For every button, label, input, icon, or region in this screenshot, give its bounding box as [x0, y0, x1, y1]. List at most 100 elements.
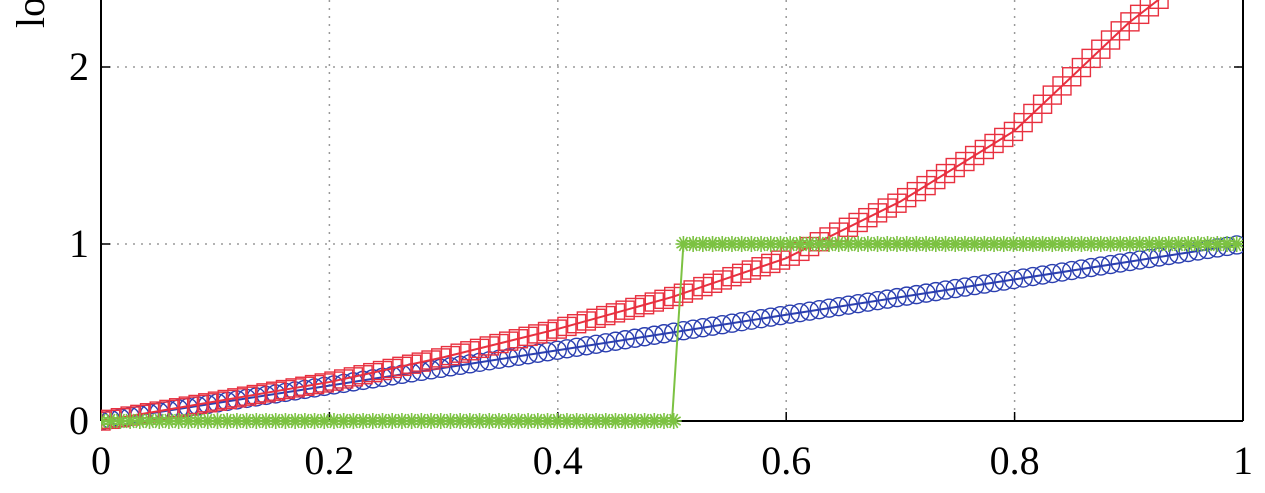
data-point	[207, 391, 228, 411]
data-point	[751, 308, 771, 329]
data-point	[626, 413, 643, 429]
data-point	[858, 207, 878, 228]
data-point	[790, 302, 810, 323]
data-point	[256, 383, 276, 403]
data-point	[664, 322, 684, 342]
data-point	[644, 292, 664, 312]
data-point	[131, 413, 148, 429]
data-point	[469, 352, 490, 373]
data-point	[568, 413, 585, 429]
data-point	[829, 296, 849, 317]
data-point	[654, 324, 674, 344]
data-point	[363, 362, 383, 383]
data-point	[566, 314, 587, 334]
data-point	[966, 236, 983, 252]
data-point	[498, 348, 519, 368]
data-point	[770, 305, 791, 326]
data-point	[664, 286, 684, 307]
data-point	[537, 342, 558, 362]
data-point	[479, 336, 499, 356]
x-tick-label: 0.4	[533, 438, 583, 483]
data-point	[867, 203, 888, 223]
data-point	[791, 236, 808, 252]
data-point	[1149, 0, 1169, 9]
data-point	[984, 133, 1004, 154]
data-point	[209, 413, 226, 429]
data-point	[714, 236, 731, 252]
data-point	[586, 308, 606, 328]
data-point	[393, 413, 410, 429]
data-point	[374, 413, 391, 429]
data-point	[452, 413, 469, 429]
data-point	[558, 413, 575, 429]
data-point	[926, 281, 946, 302]
x-tick-label: 0.6	[761, 438, 811, 483]
data-point	[984, 272, 1004, 293]
data-point	[566, 337, 587, 357]
data-point	[442, 413, 459, 429]
data-point	[994, 271, 1014, 291]
data-point	[528, 343, 548, 363]
x-tick-label: 1	[1233, 438, 1253, 483]
data-point	[1180, 236, 1197, 252]
data-point	[656, 413, 673, 429]
data-point	[743, 236, 760, 252]
data-point	[693, 276, 713, 297]
data-point	[1110, 253, 1130, 273]
data-point	[597, 413, 614, 429]
data-point	[372, 360, 393, 381]
data-point	[306, 413, 323, 429]
data-point	[335, 413, 352, 429]
data-point	[809, 299, 830, 320]
data-point	[945, 157, 965, 178]
data-point	[576, 311, 597, 331]
data-point	[364, 413, 381, 429]
y-tick-label: 1	[69, 221, 89, 266]
data-point	[199, 413, 216, 429]
data-point	[838, 295, 859, 315]
data-point	[324, 371, 344, 391]
data-point	[1129, 4, 1150, 25]
data-point	[227, 388, 247, 408]
data-point	[908, 236, 925, 252]
data-point	[646, 413, 663, 429]
data-point	[956, 236, 973, 252]
data-point	[382, 358, 402, 379]
data-point	[1052, 262, 1072, 282]
data-point	[267, 413, 284, 429]
data-point	[1219, 236, 1236, 252]
data-point	[520, 413, 537, 429]
data-point	[1120, 251, 1140, 272]
data-point	[1023, 266, 1043, 287]
data-point	[489, 349, 509, 370]
data-point	[236, 386, 257, 406]
data-point	[916, 175, 936, 196]
data-point	[304, 374, 325, 395]
data-point	[518, 326, 538, 347]
data-point	[1024, 236, 1041, 252]
data-point	[741, 260, 762, 280]
data-point	[634, 295, 655, 315]
x-tick-label: 0.8	[990, 438, 1040, 483]
y-tick-label: 0	[69, 398, 89, 443]
data-point	[549, 413, 566, 429]
series-line	[101, 0, 1160, 422]
series-line	[101, 243, 1243, 422]
data-point	[141, 413, 158, 429]
data-point	[937, 236, 954, 252]
data-point	[702, 273, 723, 293]
data-point	[500, 413, 517, 429]
data-point	[481, 413, 498, 429]
data-point	[673, 283, 694, 303]
data-point	[122, 413, 139, 429]
x-tick-label: 0.2	[304, 438, 354, 483]
data-point	[471, 413, 488, 429]
data-point	[947, 236, 964, 252]
data-point	[1044, 236, 1061, 252]
data-point	[731, 312, 752, 332]
data-point	[151, 413, 168, 429]
tick-labels: 0 0.2 0.4 0.6 0.8 1 0 1 2	[69, 44, 1253, 483]
data-point	[636, 413, 653, 429]
data-point	[673, 321, 694, 341]
data-point	[411, 352, 432, 372]
